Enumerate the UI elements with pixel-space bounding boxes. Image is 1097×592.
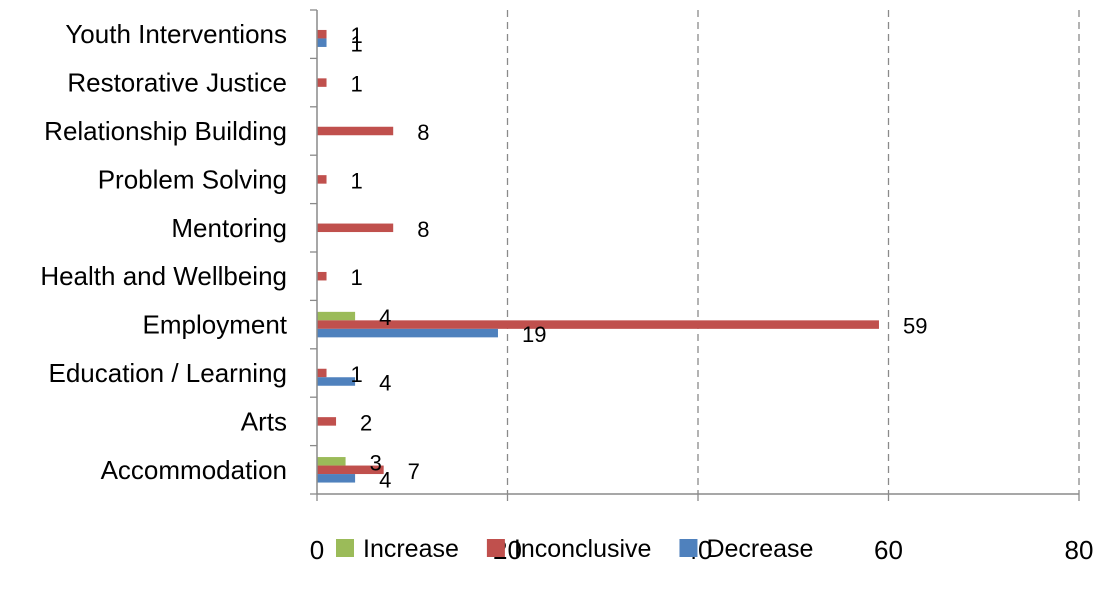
data-label-increase-accommodation: 3	[370, 450, 382, 475]
x-tick-label-60: 60	[874, 535, 903, 565]
bar-decrease-youth-interventions	[317, 38, 327, 47]
category-label-employment: Employment	[143, 310, 288, 340]
data-label-inconclusive-restorative-justice: 1	[351, 72, 363, 97]
legend-label-increase: Increase	[363, 535, 459, 563]
bar-inconclusive-education-learning	[317, 368, 327, 378]
category-label-arts: Arts	[241, 406, 287, 436]
bar-inconclusive-relationship-building	[317, 126, 394, 136]
x-tick-label-80: 80	[1065, 535, 1094, 565]
data-label-inconclusive-problem-solving: 1	[351, 168, 363, 193]
data-label-inconclusive-youth-interventions: 1	[351, 23, 363, 48]
legend-swatch-inconclusive	[486, 539, 505, 557]
bar-decrease-accommodation	[317, 474, 356, 483]
data-label-inconclusive-relationship-building: 8	[417, 120, 429, 145]
data-label-decrease-employment: 19	[522, 322, 546, 347]
data-label-increase-employment: 4	[379, 305, 391, 330]
gridlines	[506, 10, 1080, 494]
bar-increase-employment	[317, 311, 356, 321]
bar-increase-accommodation	[317, 457, 346, 466]
x-tick-label-0: 0	[310, 535, 324, 565]
bar-inconclusive-youth-interventions	[317, 29, 327, 39]
data-label-inconclusive-health-and-wellbeing: 1	[351, 265, 363, 290]
data-label-decrease-accommodation: 4	[379, 467, 391, 492]
category-label-education-learning: Education / Learning	[48, 358, 287, 388]
data-label-decrease-education-learning: 4	[379, 371, 391, 396]
data-label-inconclusive-accommodation: 7	[408, 459, 420, 484]
bars	[317, 29, 879, 483]
bar-inconclusive-arts	[317, 417, 337, 426]
bar-inconclusive-restorative-justice	[317, 78, 327, 87]
bar-inconclusive-mentoring	[317, 223, 394, 233]
category-labels: Accommodation Arts Education / Learning Emp…	[40, 19, 287, 485]
bar-inconclusive-problem-solving	[317, 175, 327, 184]
category-label-accommodation: Accommodation	[101, 455, 287, 485]
data-label-inconclusive-arts: 2	[360, 410, 372, 435]
category-label-problem-solving: Problem Solving	[98, 164, 287, 194]
category-label-restorative-justice: Restorative Justice	[67, 68, 287, 98]
legend-label-decrease: Decrease	[706, 535, 813, 563]
data-label-inconclusive-employment: 59	[903, 314, 927, 339]
category-label-mentoring: Mentoring	[171, 213, 287, 243]
bar-decrease-employment	[317, 328, 498, 338]
bar-inconclusive-employment	[317, 320, 879, 329]
bar-inconclusive-accommodation	[317, 465, 384, 475]
category-label-relationship-building: Relationship Building	[44, 116, 287, 146]
axes	[310, 9, 1080, 501]
category-label-youth-interventions: Youth Interventions	[65, 19, 287, 49]
legend-swatch-increase	[336, 539, 354, 557]
data-label-decrease-youth-interventions: 1	[351, 32, 363, 57]
data-label-inconclusive-education-learning: 1	[351, 362, 363, 387]
bar-decrease-education-learning	[317, 377, 356, 386]
legend: Increase Inconclusive Decrease	[336, 535, 813, 563]
category-label-health-and-wellbeing: Health and Wellbeing	[40, 261, 287, 291]
legend-label-inconclusive: Inconclusive	[514, 535, 652, 563]
bar-inconclusive-health-and-wellbeing	[317, 271, 327, 281]
legend-swatch-decrease	[679, 539, 698, 557]
data-label-inconclusive-mentoring: 8	[417, 217, 429, 242]
